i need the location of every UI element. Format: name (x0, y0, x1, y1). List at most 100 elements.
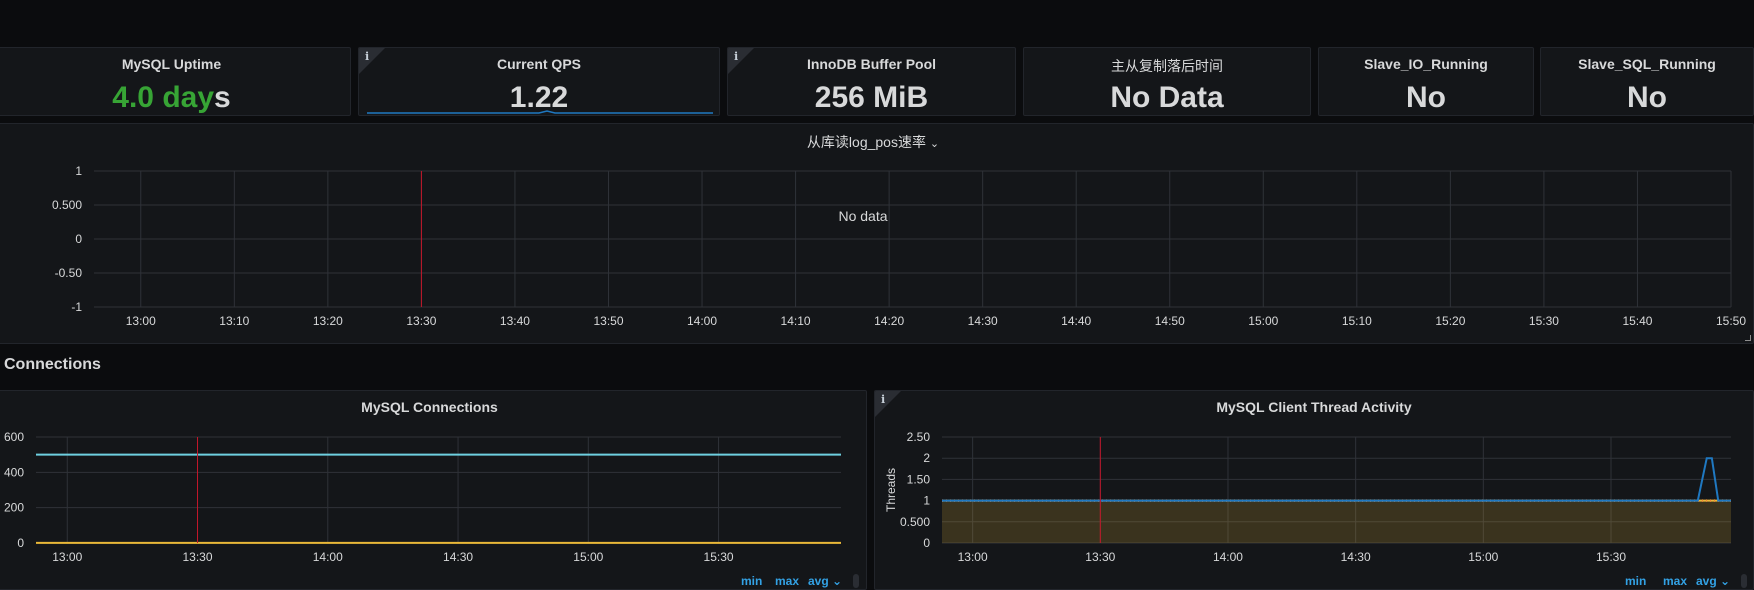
x-tick-label: 13:00 (52, 550, 82, 564)
info-icon[interactable]: i (365, 50, 370, 63)
panel-title: MySQL Connections (361, 399, 498, 415)
stat-value-number: 4.0 day (112, 81, 215, 114)
y-tick-label: 1 (75, 164, 82, 178)
x-tick-label: 15:50 (1716, 314, 1746, 328)
stat-panel-replication-lag[interactable]: 主从复制落后时间 No Data (1023, 47, 1311, 116)
y-tick-label: 0.500 (900, 515, 930, 529)
y-tick-label: 1.50 (907, 472, 931, 486)
y-tick-label: 1 (923, 494, 930, 508)
y-tick-label: 600 (4, 430, 24, 444)
chevron-down-icon[interactable]: ⌄ (1720, 574, 1731, 588)
y-tick-label: -1 (71, 300, 82, 314)
x-tick-label: 13:30 (406, 314, 436, 328)
mysql-connections-chart: 600 400 200 0 13:00 13:30 14:00 14:30 15:00 15:30 (4, 430, 841, 564)
resize-handle-icon[interactable] (1745, 335, 1751, 341)
legend-sort-max[interactable]: max (1663, 574, 1688, 588)
y-tick-label: 400 (4, 465, 24, 479)
x-tick-label: 15:40 (1622, 314, 1652, 328)
x-tick-label: 15:30 (1529, 314, 1559, 328)
legend-scrollbar[interactable] (853, 574, 859, 588)
qps-sparkline (367, 110, 713, 114)
x-tick-label: 15:10 (1342, 314, 1372, 328)
legend-sort-min[interactable]: min (1625, 574, 1647, 588)
x-tick-label: 13:00 (126, 314, 156, 328)
legend-sort-min[interactable]: min (741, 574, 763, 588)
y-tick-label: 2 (923, 451, 930, 465)
y-tick-label: 200 (4, 501, 24, 515)
x-tick-label: 14:30 (968, 314, 998, 328)
stat-panel-slave-sql[interactable]: Slave_SQL_Running No (1540, 47, 1754, 116)
x-tick-label: 15:30 (1596, 550, 1626, 564)
stat-value: No (1627, 81, 1667, 114)
graph-panel-thread-activity[interactable]: i MySQL Client Thread Activity 2.50 2 1.50… (874, 390, 1754, 590)
y-tick-label: 0 (923, 536, 930, 550)
row-title-connections[interactable]: Connections (4, 356, 101, 373)
stat-value: 4.0 days (0, 80, 350, 115)
panel-title: Slave_IO_Running (1364, 56, 1488, 72)
top-bar (0, 0, 1754, 46)
stat-value-suffix: s (214, 81, 231, 114)
panel-title: InnoDB Buffer Pool (806, 56, 937, 72)
series-area (942, 500, 1731, 543)
x-tick-label: 14:40 (1061, 314, 1091, 328)
series-line (942, 457, 1731, 502)
legend-scrollbar[interactable] (1741, 574, 1747, 588)
panel-title: Slave_SQL_Running (1578, 56, 1716, 72)
x-tick-label: 14:00 (1213, 550, 1243, 564)
x-tick-label: 13:00 (958, 550, 988, 564)
x-tick-label: 15:20 (1435, 314, 1465, 328)
legend-sort-max[interactable]: max (775, 574, 800, 588)
x-tick-label: 14:50 (1155, 314, 1185, 328)
x-tick-label: 15:30 (704, 550, 734, 564)
x-tick-label: 15:00 (1468, 550, 1498, 564)
chevron-down-icon[interactable]: ⌄ (929, 138, 940, 150)
panel-title: 主从复制落后时间 (1111, 58, 1223, 74)
panel-title: MySQL Uptime (121, 56, 222, 72)
x-tick-label: 13:10 (219, 314, 249, 328)
panel-title-text: 从库读log_pos速率 (806, 134, 926, 150)
stat-value: No (1406, 81, 1446, 114)
x-tick-label: 15:00 (573, 550, 603, 564)
stat-value: No Data (1110, 81, 1224, 114)
y-tick-label: -0.50 (55, 266, 83, 280)
graph-panel-mysql-connections[interactable]: MySQL Connections 600 400 200 0 13:00 13:30 14… (0, 390, 867, 590)
legend-sort-avg[interactable]: avg ⌄ (1696, 574, 1731, 588)
y-tick-label: 0.500 (52, 198, 82, 212)
thread-activity-chart: 2.50 2 1.50 1 0.500 0 13:00 13:30 14:00 14:30 15:0… (884, 430, 1731, 564)
stat-value: 1.22 (509, 81, 569, 114)
x-tick-label: 13:30 (183, 550, 213, 564)
chevron-down-icon[interactable]: ⌄ (832, 574, 843, 588)
stat-panel-uptime[interactable]: MySQL Uptime 4.0 days (0, 47, 351, 116)
x-tick-label: 14:30 (443, 550, 473, 564)
stat-panel-qps[interactable]: i Current QPS 1.22 (358, 47, 720, 116)
info-corner[interactable] (728, 48, 754, 74)
info-corner[interactable] (359, 48, 385, 74)
slave-logpos-chart: 1 0.500 0 -0.50 -1 13:00 13:10 13:20 13:30 13:40 1… (52, 164, 1746, 328)
x-tick-label: 13:30 (1085, 550, 1115, 564)
stat-panel-slave-io[interactable]: Slave_IO_Running No (1318, 47, 1534, 116)
graph-panel-slave-logpos[interactable]: 从库读log_pos速率 ⌄ 1 0.500 0 -0.50 -1 13:00 13:10 1… (0, 123, 1754, 344)
y-tick-label: 0 (17, 536, 24, 550)
panel-title: MySQL Client Thread Activity (1216, 399, 1412, 415)
info-icon[interactable]: i (734, 50, 739, 63)
x-tick-label: 13:40 (500, 314, 530, 328)
panel-title: Current QPS (496, 56, 581, 72)
x-tick-label: 14:30 (1341, 550, 1371, 564)
x-tick-label: 14:00 (687, 314, 717, 328)
stat-value: 256 MiB (814, 81, 929, 114)
y-tick-label: 2.50 (907, 430, 931, 444)
x-tick-label: 15:00 (1248, 314, 1278, 328)
no-data-message: No data (838, 208, 888, 224)
x-tick-label: 13:20 (313, 314, 343, 328)
legend-sort-avg[interactable]: avg ⌄ (808, 574, 843, 588)
info-corner[interactable] (875, 391, 901, 417)
y-axis-label: Threads (884, 468, 898, 512)
x-tick-label: 13:50 (593, 314, 623, 328)
stat-panel-buffer-pool[interactable]: i InnoDB Buffer Pool 256 MiB (727, 47, 1016, 116)
x-tick-label: 14:10 (781, 314, 811, 328)
y-tick-label: 0 (75, 232, 82, 246)
x-tick-label: 14:00 (313, 550, 343, 564)
panel-title[interactable]: 从库读log_pos速率 ⌄ (0, 132, 1753, 152)
x-tick-label: 14:20 (874, 314, 904, 328)
info-icon[interactable]: i (881, 393, 886, 406)
